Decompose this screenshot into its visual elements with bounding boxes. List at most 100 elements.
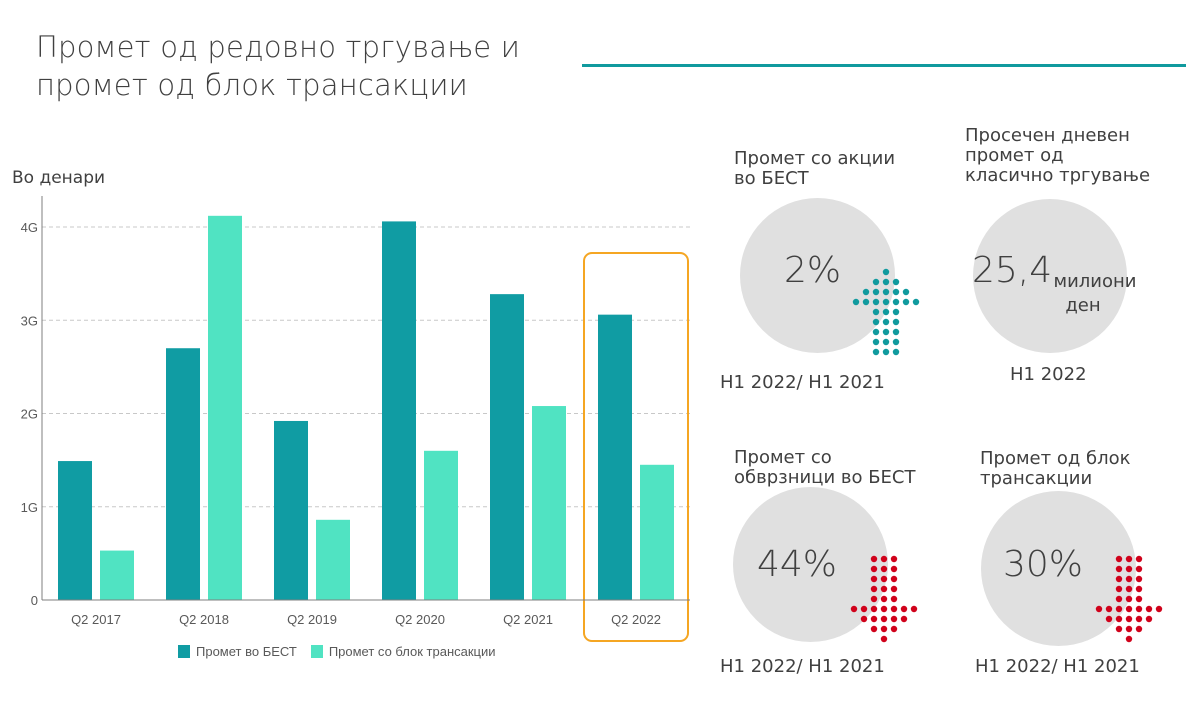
arrow-dot [890,575,898,583]
kpi-stocks-title-line: Промет со акции [734,148,896,169]
arrow-dot [872,328,880,336]
arrow-dot [882,348,890,356]
arrow-dot [882,268,890,276]
arrow-dot [880,615,888,623]
arrow-dot [880,635,888,643]
bar-best [490,294,524,600]
x-tick-label: Q2 2021 [503,612,553,627]
kpi-daily-circle [973,199,1127,353]
arrow-dot [910,605,918,613]
kpi-block-title-line: Промет од блок [980,448,1131,469]
title-divider [582,64,1186,67]
arrow-dot [892,298,900,306]
arrow-dot [880,555,888,563]
kpi-block-title-line: трансакции [980,468,1093,489]
arrow-dot [872,278,880,286]
y-tick-label: 4G [21,220,38,235]
kpi-stocks-title: Промет со акции во БЕСТ [734,149,895,189]
x-tick-label: Q2 2017 [71,612,121,627]
y-tick-label: 1G [21,500,38,515]
arrow-dot [892,308,900,316]
arrow-dot [880,625,888,633]
arrow-dot [870,605,878,613]
bar-best [274,420,308,600]
arrow-dot [1125,565,1133,573]
arrow-dot [1105,605,1113,613]
kpi-bonds-title: Промет со обврзници во БЕСТ [734,448,916,488]
arrow-dot [870,575,878,583]
arrow-dot [850,605,858,613]
y-axis-label: Во денари [12,168,106,188]
kpi-daily-period: H1 2022 [1010,364,1087,385]
arrow-dot [1115,595,1123,603]
title-line-1: Промет од редовно тргување и [36,30,521,64]
kpi-stocks-title-line: во БЕСТ [734,168,809,189]
arrow-dot [880,575,888,583]
arrow-dot [872,288,880,296]
kpi-daily-value: 25,4 [972,250,1053,291]
arrow-dot [882,318,890,326]
x-tick-label: Q2 2022 [611,612,661,627]
arrow-dot [1125,605,1133,613]
arrow-dot [852,298,860,306]
arrow-dot [890,565,898,573]
arrow-dot [892,328,900,336]
x-tick-label: Q2 2020 [395,612,445,627]
arrow-dot [1125,635,1133,643]
arrow-dot [892,288,900,296]
kpi-block-title: Промет од блок трансакции [980,449,1131,489]
arrow-dot [1135,595,1143,603]
arrow-dot [872,348,880,356]
bar-block [316,519,350,600]
arrow-dot [890,585,898,593]
arrow-dot [1125,555,1133,563]
arrow-dot [890,595,898,603]
arrow-dot [870,555,878,563]
arrow-dot [1125,625,1133,633]
bar-block [100,550,134,600]
legend-swatch-best [178,645,190,658]
arrow-dot [872,298,880,306]
arrow-dot [1135,585,1143,593]
arrow-dot [900,615,908,623]
arrow-dot [880,605,888,613]
arrow-dot [882,298,890,306]
kpi-bonds-period: H1 2022/ H1 2021 [720,656,885,677]
arrow-dot [892,348,900,356]
legend-swatch-block [310,645,323,658]
kpi-daily-unit-line: милиони [1053,271,1137,292]
arrow-dot [1135,575,1143,583]
kpi-daily-title-line: класично тргување [965,165,1151,186]
arrow-dot [1115,585,1123,593]
legend-item-block: Промет со блок трансакции [310,644,496,659]
title-line-2: промет од блок трансакции [36,68,468,102]
bar-best [598,314,632,600]
arrow-dot [892,318,900,326]
y-tick-label: 0 [31,593,38,608]
arrow-dot [1125,585,1133,593]
kpi-stocks-value: 2% [784,250,842,291]
arrow-dot [900,605,908,613]
arrow-dot [1115,565,1123,573]
arrow-dot [880,565,888,573]
kpi-daily-title-line: промет од [965,145,1064,166]
kpi-stocks-circle [740,198,895,353]
kpi-daily-unit: милиони ден [1040,270,1150,318]
bar-block [208,215,242,600]
arrow-dot [870,595,878,603]
arrow-dot [870,585,878,593]
bar-best [382,221,416,600]
bar-chart: 0 1G 2G 3G 4G Q2 2017 Q2 2018 Q2 2019 Q2 2020 Q2 … [21,196,690,642]
arrow-dot [862,298,870,306]
arrow-dot [890,555,898,563]
arrow-dot [1115,575,1123,583]
bar-block [424,450,458,600]
arrow-dot [902,298,910,306]
x-tick-label: Q2 2018 [179,612,229,627]
arrow-dot [880,585,888,593]
arrow-dot [1135,555,1143,563]
arrow-dot [1115,605,1123,613]
x-tick-label: Q2 2019 [287,612,337,627]
legend-item-best: Промет во БЕСТ [178,644,297,659]
kpi-bonds-value: 44% [757,544,838,585]
